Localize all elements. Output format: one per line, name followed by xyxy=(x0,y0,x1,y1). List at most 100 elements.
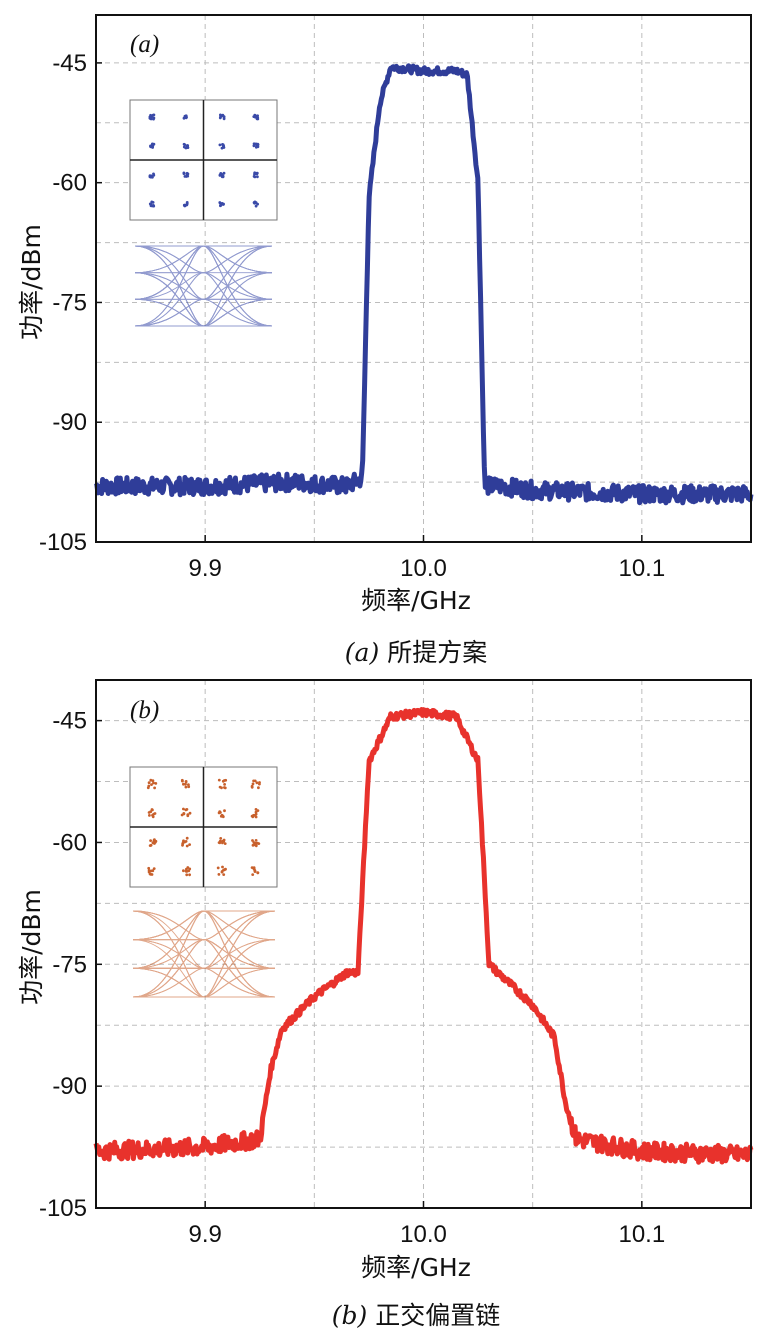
constellation-point xyxy=(221,865,224,869)
eye-trace xyxy=(134,245,273,327)
x-axis-label: 频率/GHz xyxy=(361,1253,471,1282)
constellation-point xyxy=(151,779,155,783)
constellation-point xyxy=(184,808,188,812)
eye-trace xyxy=(133,939,276,969)
constellation-point xyxy=(257,786,260,790)
constellation-point xyxy=(149,117,153,121)
y-tick-label: -60 xyxy=(52,170,87,197)
eye-trace xyxy=(132,910,276,998)
panel-label: (a) xyxy=(130,31,159,58)
constellation-point xyxy=(183,204,187,208)
spectrum-line xyxy=(93,707,754,1165)
x-tick-labels: 9.9 10.0 10.1 xyxy=(188,1221,665,1248)
constellation-point xyxy=(152,172,155,176)
constellation-point xyxy=(253,175,257,179)
eye-trace xyxy=(134,245,273,327)
eye-trace xyxy=(134,245,273,327)
eye-trace xyxy=(134,272,272,300)
x-axis-label: 频率/GHz xyxy=(361,586,471,615)
constellation-point xyxy=(187,785,191,789)
constellation-point xyxy=(182,172,186,176)
constellation-point xyxy=(184,840,188,843)
eye-trace xyxy=(132,910,275,998)
constellation-point xyxy=(148,844,152,847)
eye-trace xyxy=(134,245,273,327)
inset-diagrams xyxy=(129,99,278,327)
eye-trace xyxy=(135,298,273,327)
constellation-point xyxy=(153,786,157,790)
constellation-point xyxy=(222,117,226,121)
constellation-point xyxy=(252,201,256,205)
y-tick-label: -105 xyxy=(39,1195,87,1222)
chart-panel-b: -45-60-75-90-105 9.9 10.0 10.1 (b) 频率/GHz … xyxy=(17,679,754,1330)
constellation-point xyxy=(256,175,259,179)
x-tick-label: 9.9 xyxy=(188,555,221,582)
spectrum-line xyxy=(93,63,754,506)
constellation-point xyxy=(148,115,152,119)
y-tick-labels: -45 -60 -75 -90 -105 xyxy=(39,708,87,1222)
constellation-point xyxy=(185,202,189,206)
constellation-point xyxy=(154,782,158,785)
constellation-point xyxy=(252,115,256,118)
eye-trace xyxy=(132,910,276,998)
constellation-point xyxy=(253,814,256,817)
constellation-point xyxy=(251,839,254,842)
constellation-point xyxy=(151,113,155,117)
constellation-point xyxy=(220,175,224,179)
constellation-point xyxy=(221,203,225,206)
eye-diagram xyxy=(134,245,273,327)
constellation-point xyxy=(254,841,258,845)
constellation-point xyxy=(146,786,150,790)
constellation-point xyxy=(254,201,258,205)
constellation-point xyxy=(151,869,155,873)
constellation-point xyxy=(250,784,254,788)
eye-trace xyxy=(134,245,273,274)
constellation-point xyxy=(255,781,259,785)
constellation-point xyxy=(149,204,153,208)
eye-trace xyxy=(134,245,273,327)
eye-trace xyxy=(132,910,276,998)
eye-diagram xyxy=(132,910,276,998)
constellation-point xyxy=(181,842,185,846)
constellation-point xyxy=(221,815,225,819)
constellation-point xyxy=(253,869,257,873)
eye-trace xyxy=(134,245,272,274)
constellation-point xyxy=(258,782,261,786)
eye-trace xyxy=(134,245,273,300)
eye-trace xyxy=(134,298,273,327)
constellation-point xyxy=(149,839,153,842)
eye-trace xyxy=(132,910,276,998)
panel-label: (b) xyxy=(130,697,159,724)
y-tick-labels: -45 -60 -75 -90 -105 xyxy=(39,50,87,556)
axes-box xyxy=(95,14,752,543)
eye-trace xyxy=(134,245,273,327)
constellation-point xyxy=(254,844,258,848)
eye-trace xyxy=(132,910,276,998)
eye-trace xyxy=(132,910,276,998)
constellation-point xyxy=(183,143,187,147)
constellation-point xyxy=(182,869,185,873)
constellation-point xyxy=(151,813,154,817)
eye-trace xyxy=(134,298,272,327)
eye-trace xyxy=(132,967,276,998)
eye-trace xyxy=(132,910,276,998)
constellation-point xyxy=(254,145,258,149)
y-tick-label: -75 xyxy=(52,289,87,316)
eye-trace xyxy=(132,910,276,941)
eye-trace xyxy=(132,910,276,998)
constellation-point xyxy=(219,204,223,207)
constellation-point xyxy=(254,839,258,842)
constellation-point xyxy=(221,841,224,845)
constellation-point xyxy=(223,809,226,813)
constellation-point xyxy=(151,201,155,204)
constellation-point xyxy=(147,866,151,870)
constellation-point xyxy=(152,781,155,785)
constellation-point xyxy=(186,814,190,818)
constellation-point xyxy=(250,814,254,818)
constellation-point xyxy=(185,873,189,877)
constellation-point xyxy=(182,807,185,811)
eye-trace xyxy=(135,298,273,327)
constellation-point xyxy=(150,873,154,876)
eye-trace xyxy=(132,910,276,941)
constellation-point xyxy=(149,778,153,782)
